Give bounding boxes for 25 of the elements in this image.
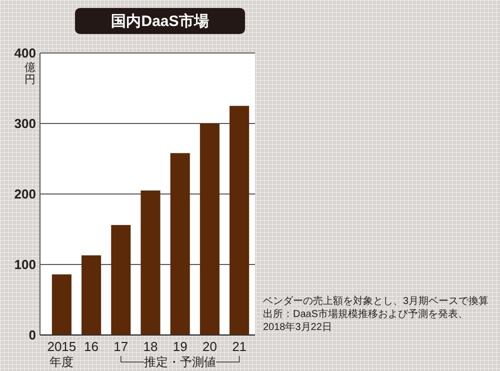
bar [52,274,72,335]
x-tick-label: 21 [232,339,247,354]
y-tick-label: 200 [14,186,36,202]
text: 出所：DaaS市場規模推移および予測を発表、2018年3月22日 [263,308,468,333]
bar [82,255,102,335]
x-tick-label: 19 [172,339,188,354]
y-tick-label: 0 [28,328,36,343]
bar [230,106,250,335]
y-tick-label: 300 [14,116,36,132]
bar [200,124,220,335]
x-tick-label: 20 [202,339,217,354]
y-tick-label: 400 [14,46,36,61]
x-tick-label: 16 [84,339,99,354]
chart-title: 国内DaaS市場 [111,12,209,30]
x-tick-label: 17 [114,339,128,354]
bar [111,225,131,335]
y-tick-label: 100 [14,257,36,272]
bar [170,153,190,335]
x-tick-label: 2015 [47,339,76,354]
x-axis-title: 年度 [50,355,74,369]
y-axis-title: 億円 [24,61,36,86]
text: 推定・予測値 [144,355,216,370]
bar [140,190,160,335]
text: ベンダーの売上額を対象とし、3月期ベースで換算 [263,295,489,307]
x-tick-label: 18 [143,339,158,354]
